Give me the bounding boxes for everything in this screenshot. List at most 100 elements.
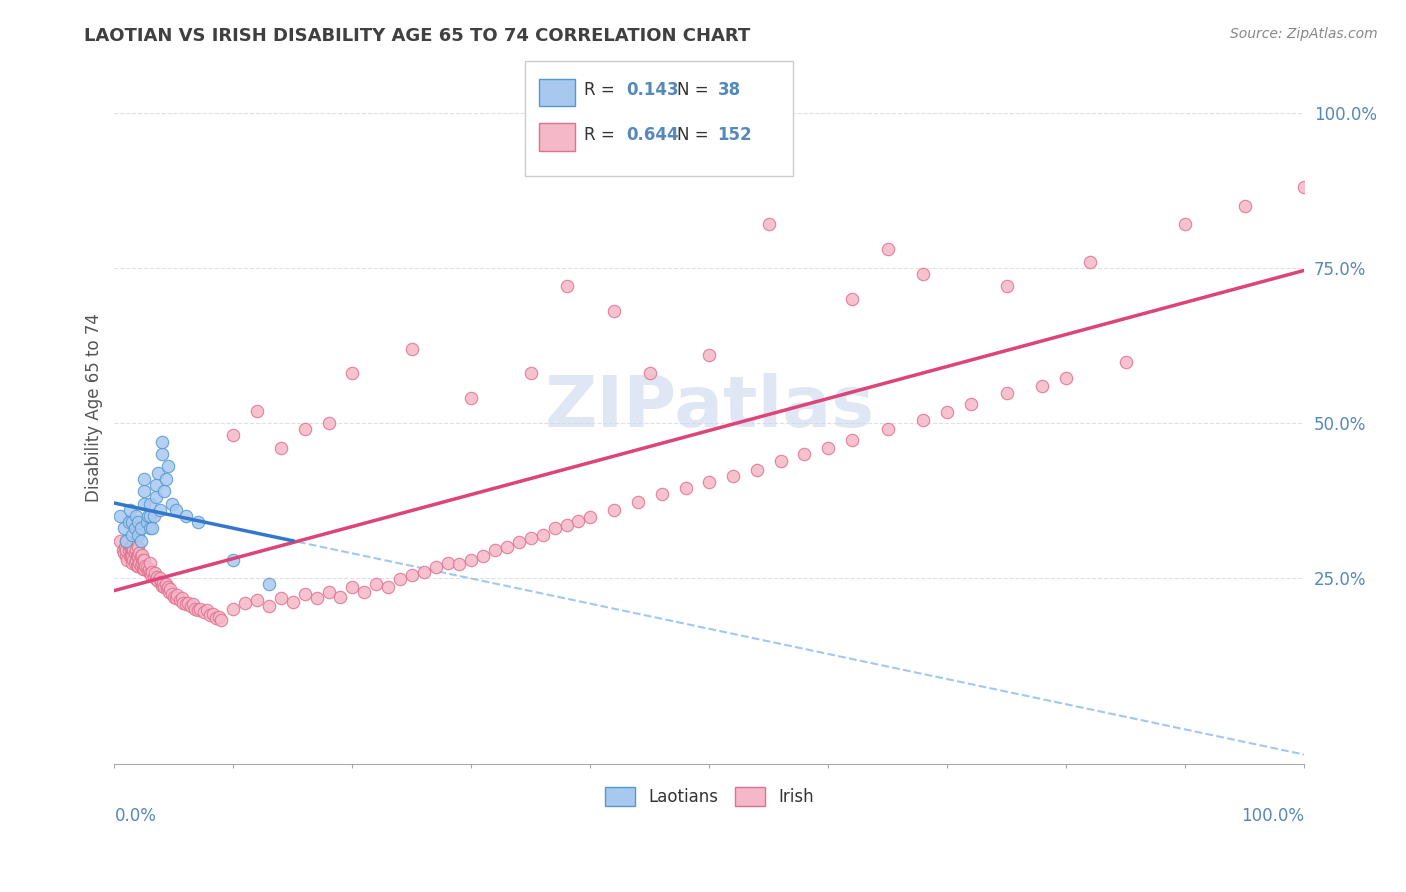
Point (449, 558, 471, 572)
Text: 0.0%: 0.0% (114, 807, 156, 825)
Point (388, 573, 411, 587)
Point (117, 552, 139, 566)
Point (122, 543, 145, 558)
Point (121, 540, 143, 554)
Point (222, 428, 245, 442)
Point (118, 540, 141, 554)
Point (132, 562, 155, 576)
Point (118, 516, 141, 530)
Point (222, 552, 245, 566)
Point (721, 468, 744, 483)
Point (531, 527, 554, 541)
Point (139, 566, 162, 581)
Text: 100.0%: 100.0% (1241, 807, 1305, 825)
Point (134, 552, 156, 566)
Point (132, 552, 155, 566)
Point (233, 596, 256, 610)
Point (353, 584, 375, 599)
Point (110, 509, 132, 524)
Point (181, 597, 204, 611)
Point (120, 549, 142, 564)
Point (193, 605, 215, 619)
Point (876, 242, 898, 256)
Point (148, 466, 170, 480)
Point (139, 509, 162, 524)
Point (793, 447, 815, 461)
Point (148, 574, 170, 589)
Point (638, 367, 661, 381)
Point (136, 564, 159, 578)
Point (995, 386, 1018, 401)
Point (366, 577, 388, 591)
Point (758, 218, 780, 232)
Point (697, 348, 720, 362)
Text: Source: ZipAtlas.com: Source: ZipAtlas.com (1230, 27, 1378, 41)
Point (135, 560, 157, 574)
Point (188, 602, 211, 616)
Point (112, 521, 135, 535)
Point (155, 577, 177, 591)
Point (127, 540, 149, 554)
Point (142, 509, 165, 524)
Point (121, 527, 143, 541)
Point (912, 267, 935, 281)
Point (472, 549, 495, 564)
Point (270, 591, 292, 605)
Point (172, 591, 194, 605)
Text: 0.143: 0.143 (626, 81, 679, 99)
Point (841, 434, 863, 448)
Point (111, 543, 134, 558)
Point (627, 495, 650, 509)
Point (114, 540, 136, 554)
Point (145, 573, 167, 587)
Point (841, 292, 863, 306)
Point (124, 556, 146, 570)
Point (165, 503, 187, 517)
Point (520, 531, 543, 545)
Point (294, 587, 316, 601)
Point (294, 422, 316, 436)
Point (675, 481, 697, 495)
Point (401, 568, 423, 582)
Point (342, 581, 364, 595)
Point (159, 582, 181, 597)
Point (745, 462, 768, 476)
Point (484, 543, 506, 558)
Point (134, 558, 156, 573)
Point (125, 543, 148, 558)
Text: N =: N = (678, 126, 714, 144)
Point (460, 552, 482, 566)
Point (436, 556, 458, 570)
Point (156, 580, 179, 594)
Point (960, 397, 983, 411)
Point (496, 540, 519, 554)
Point (150, 434, 173, 449)
Point (127, 527, 149, 541)
Point (115, 543, 138, 558)
Point (121, 516, 143, 530)
Text: 152: 152 (717, 126, 752, 144)
Point (112, 546, 135, 560)
Point (115, 533, 138, 548)
Point (270, 441, 292, 455)
Point (134, 484, 156, 499)
Point (118, 543, 141, 558)
Point (172, 596, 194, 610)
Point (1054, 371, 1077, 385)
Point (567, 514, 589, 528)
Point (1031, 378, 1053, 392)
Point (198, 608, 221, 623)
Point (149, 571, 172, 585)
Point (174, 509, 197, 524)
Point (157, 584, 180, 599)
Point (1174, 218, 1197, 232)
Point (412, 565, 434, 579)
Text: R =: R = (585, 81, 620, 99)
Point (110, 533, 132, 548)
Point (555, 279, 578, 293)
Point (195, 603, 218, 617)
Point (125, 558, 148, 573)
Point (329, 590, 352, 604)
Point (697, 475, 720, 489)
Point (169, 592, 191, 607)
